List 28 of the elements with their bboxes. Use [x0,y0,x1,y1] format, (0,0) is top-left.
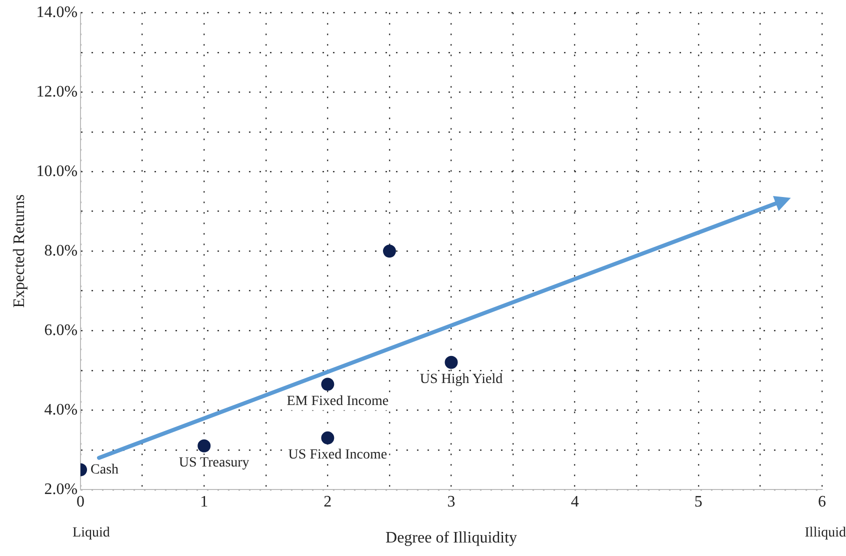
x-tick-label: 1 [200,493,208,510]
x-tick-label: 4 [570,493,579,510]
x-tick-label: 0 [76,493,85,510]
x-axis-title: Degree of Illiquidity [386,530,518,547]
annotation: Cash [90,462,119,478]
point [382,244,396,258]
x-tick-label: 6 [818,493,826,510]
x-tick-label: 3 [447,493,456,510]
annotation: US Treasury [178,456,250,471]
y-tick-label: 14.0% [36,4,78,21]
annotation: US Fixed Income [288,448,388,463]
point [321,378,334,391]
x-tick-label: 2 [324,493,332,510]
text: Liquid [72,525,110,540]
y-tick-label: 6.0% [44,322,78,339]
point [321,431,334,444]
y-tick-label: 2.0% [44,480,78,498]
annotation: EM Fixed Income [286,394,389,409]
point [198,439,211,452]
y-tick-label: 10.0% [36,162,78,180]
y-tick-label: 12.0% [36,83,78,100]
x-tick-label: 5 [694,493,702,510]
y-tick-label: 4.0% [44,401,78,418]
y-axis-title: Expected Returns [10,194,28,308]
y-tick-label: 8.0% [44,242,78,260]
annotation: US High Yield [420,372,503,388]
point [444,356,458,369]
text: Illiquid [804,525,846,540]
